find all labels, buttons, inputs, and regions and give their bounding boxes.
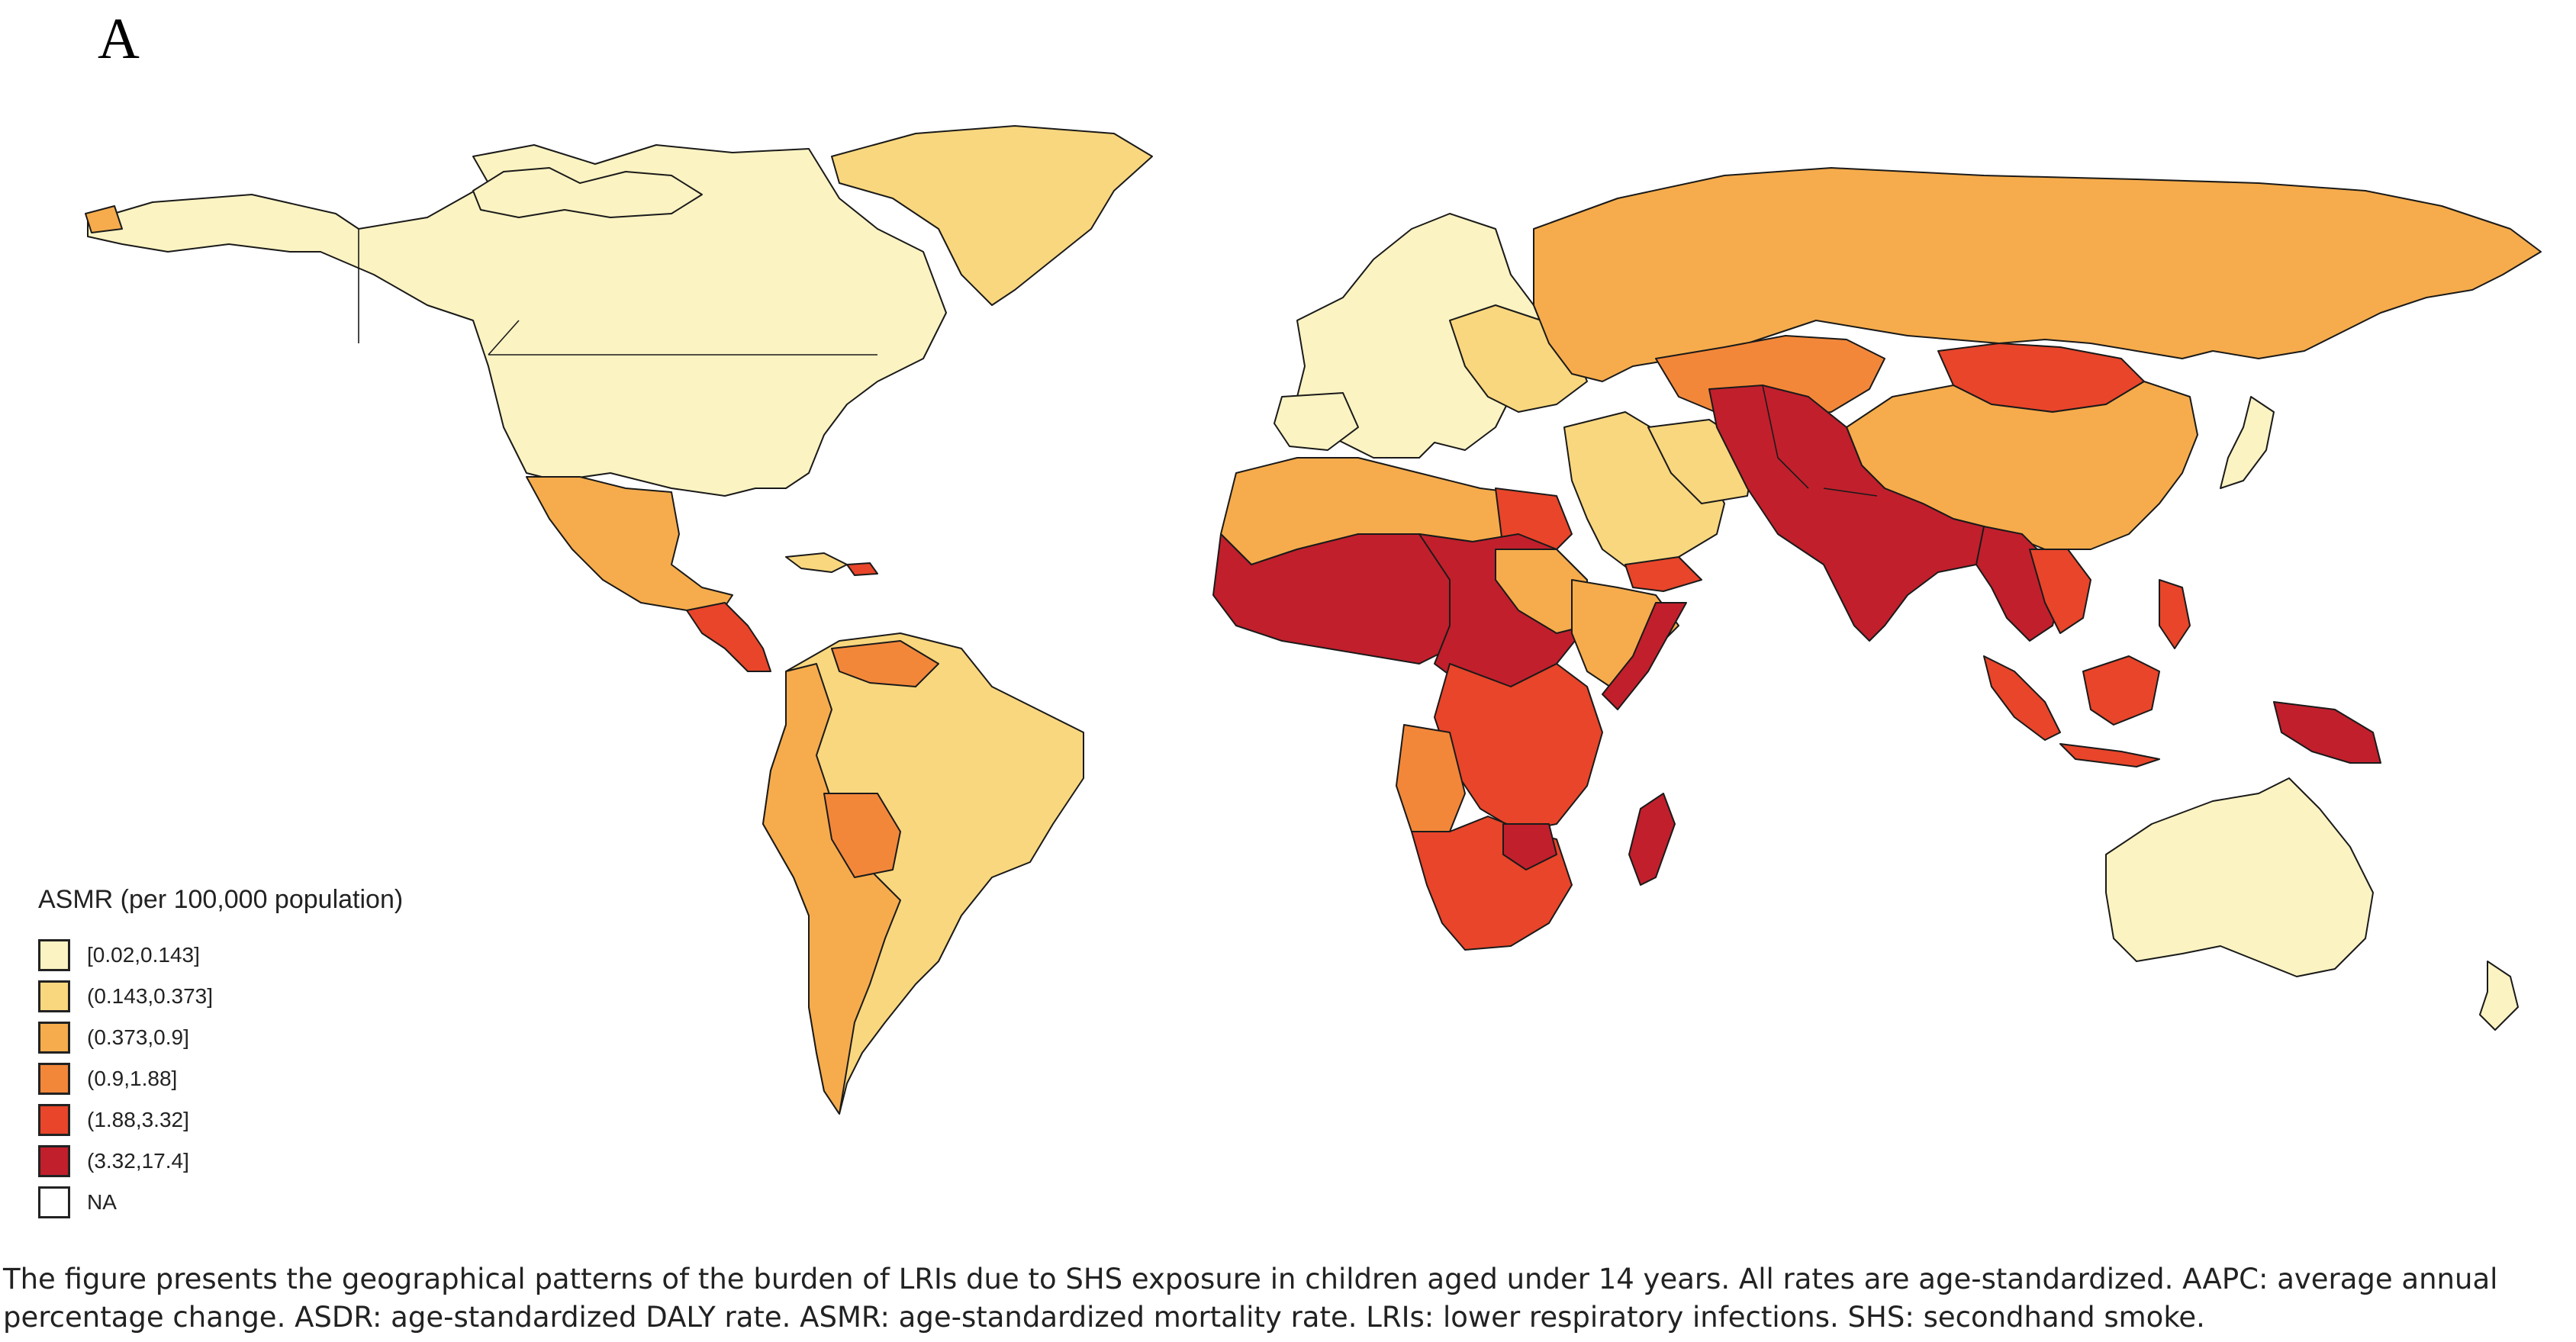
region-south-asia[interactable] <box>1708 385 2000 642</box>
region-sumatra[interactable] <box>1983 655 2061 741</box>
legend-item: (1.88,3.32] <box>38 1099 403 1141</box>
region-greenland[interactable] <box>831 125 1153 306</box>
legend-label: [0.02,0.143] <box>87 943 200 967</box>
legend-swatch <box>38 1063 70 1095</box>
figure-caption: The figure presents the geographical pat… <box>3 1263 2498 1334</box>
region-new-zealand[interactable] <box>2479 961 2519 1031</box>
region-australia[interactable] <box>2105 777 2374 977</box>
region-north-america[interactable] <box>87 144 947 497</box>
region-caribbean[interactable] <box>785 552 848 573</box>
region-venezuela[interactable] <box>831 640 939 687</box>
region-yemen[interactable] <box>1624 556 1702 592</box>
legend: ASMR (per 100,000 population) [0.02,0.14… <box>38 885 403 1223</box>
region-central-america[interactable] <box>686 602 771 672</box>
region-iberia[interactable] <box>1274 392 1359 451</box>
region-borneo[interactable] <box>2082 655 2160 726</box>
panel-label: A <box>98 7 140 71</box>
legend-swatch <box>38 1104 70 1136</box>
legend-swatch <box>38 1186 70 1218</box>
legend-item: NA <box>38 1182 403 1223</box>
region-zimbabwe[interactable] <box>1502 823 1557 871</box>
legend-item: (0.373,0.9] <box>38 1017 403 1058</box>
region-madagascar[interactable] <box>1628 793 1676 886</box>
legend-item: (0.143,0.373] <box>38 976 403 1017</box>
legend-label: NA <box>87 1190 117 1214</box>
region-arctic-islands[interactable] <box>472 167 703 218</box>
legend-swatch <box>38 1145 70 1177</box>
region-bolivia[interactable] <box>823 793 901 878</box>
region-mexico[interactable] <box>526 476 733 619</box>
legend-label: (3.32,17.4] <box>87 1149 189 1173</box>
legend-swatch <box>38 1022 70 1054</box>
region-east-siberia-tip[interactable] <box>85 205 123 233</box>
region-haiti[interactable] <box>846 562 878 576</box>
region-indochina[interactable] <box>2029 549 2091 634</box>
region-andes[interactable] <box>762 663 901 1115</box>
legend-label: (1.88,3.32] <box>87 1108 189 1131</box>
region-somalia[interactable] <box>1602 602 1687 710</box>
legend-title: ASMR (per 100,000 population) <box>38 885 404 914</box>
legend-item: [0.02,0.143] <box>38 935 403 976</box>
world-map <box>85 125 2542 1115</box>
region-java[interactable] <box>2059 743 2160 768</box>
legend-label: (0.373,0.9] <box>87 1025 189 1049</box>
legend-item: (0.9,1.88] <box>38 1058 403 1099</box>
region-new-guinea[interactable] <box>2273 701 2381 764</box>
legend-label: (0.143,0.373] <box>87 984 214 1008</box>
legend-item: (3.32,17.4] <box>38 1141 403 1182</box>
region-philippines[interactable] <box>2159 579 2191 649</box>
legend-swatch <box>38 939 70 971</box>
legend-label: (0.9,1.88] <box>87 1067 178 1090</box>
region-japan[interactable] <box>2220 396 2275 489</box>
legend-swatch <box>38 980 70 1012</box>
